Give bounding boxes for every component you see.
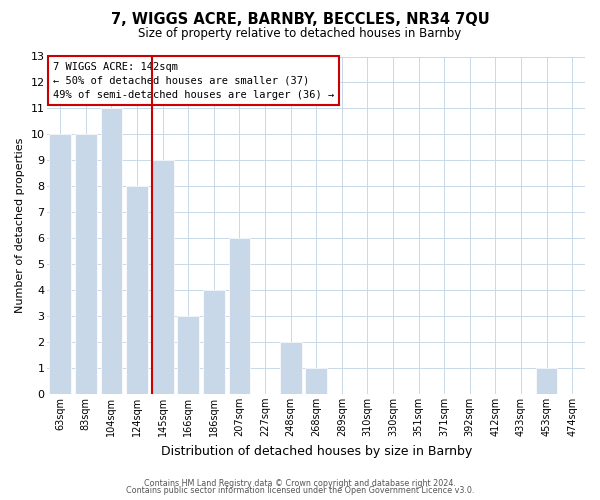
Text: 7, WIGGS ACRE, BARNBY, BECCLES, NR34 7QU: 7, WIGGS ACRE, BARNBY, BECCLES, NR34 7QU (110, 12, 490, 28)
Bar (305, 368, 327, 394)
Bar (536, 368, 557, 394)
Bar (101, 108, 122, 394)
Text: Contains HM Land Registry data © Crown copyright and database right 2024.: Contains HM Land Registry data © Crown c… (144, 478, 456, 488)
Bar (178, 316, 199, 394)
Bar (229, 238, 250, 394)
Bar (152, 160, 173, 394)
Text: Contains public sector information licensed under the Open Government Licence v3: Contains public sector information licen… (126, 486, 474, 495)
Bar (49, 134, 71, 394)
Text: 7 WIGGS ACRE: 142sqm
← 50% of detached houses are smaller (37)
49% of semi-detac: 7 WIGGS ACRE: 142sqm ← 50% of detached h… (53, 62, 334, 100)
X-axis label: Distribution of detached houses by size in Barnby: Distribution of detached houses by size … (161, 444, 472, 458)
Bar (75, 134, 97, 394)
Bar (203, 290, 225, 394)
Y-axis label: Number of detached properties: Number of detached properties (15, 138, 25, 313)
Bar (280, 342, 302, 394)
Text: Size of property relative to detached houses in Barnby: Size of property relative to detached ho… (139, 28, 461, 40)
Bar (126, 186, 148, 394)
